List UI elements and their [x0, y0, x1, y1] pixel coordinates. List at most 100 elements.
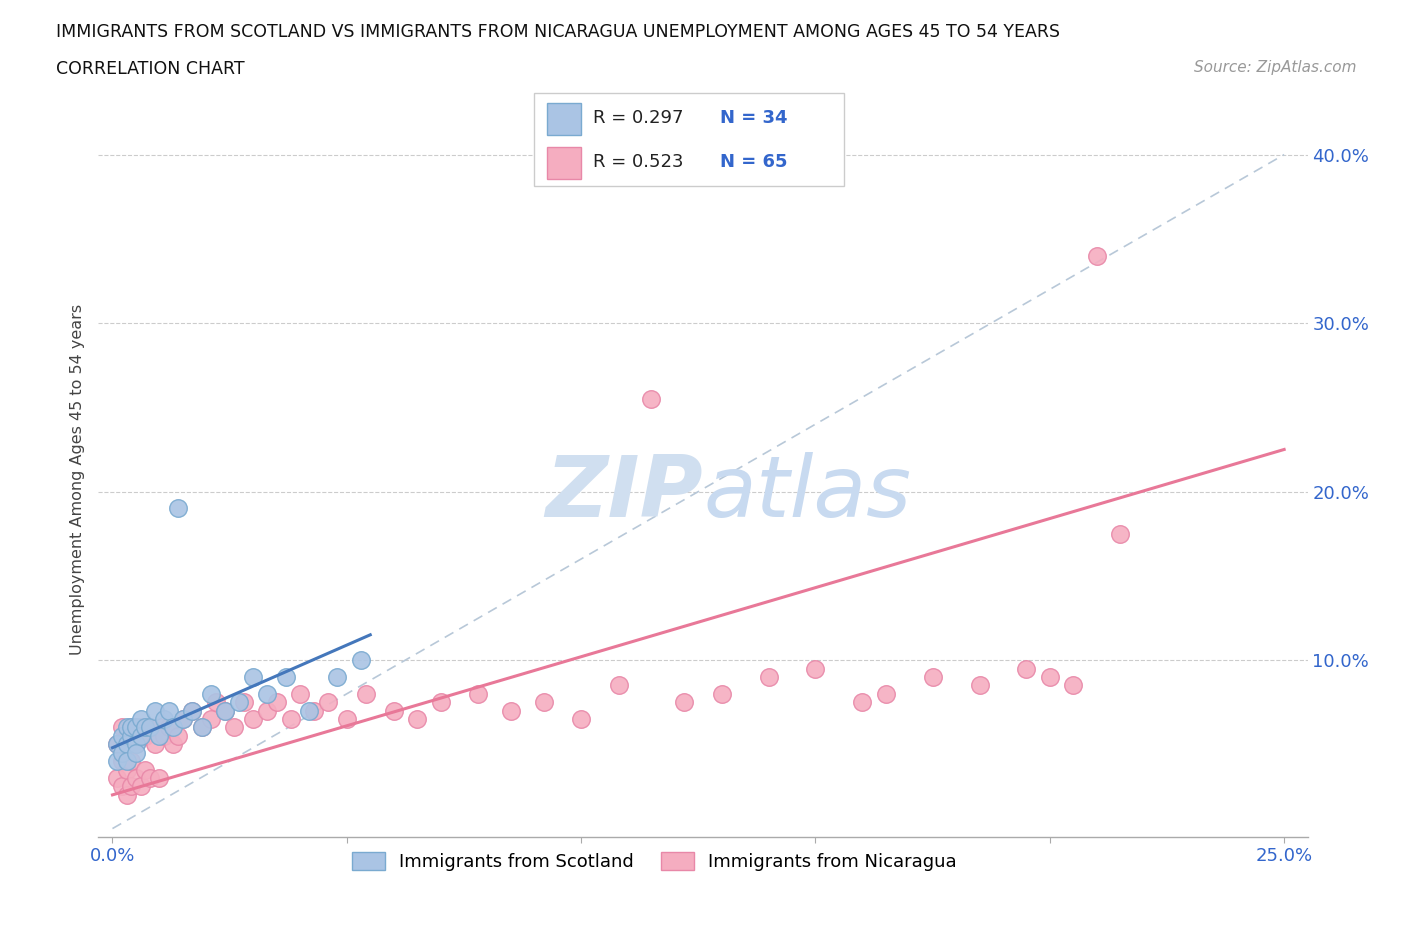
Point: [200, 686, 222, 701]
Point: [157, 703, 180, 718]
Point: [758, 670, 780, 684]
Point: [710, 686, 733, 701]
Point: [111, 779, 134, 794]
Point: [350, 653, 373, 668]
Point: [533, 695, 555, 710]
Point: [969, 678, 991, 693]
Text: R = 0.523: R = 0.523: [593, 153, 683, 171]
Point: [569, 711, 592, 726]
Point: [125, 737, 148, 751]
Point: [157, 720, 180, 735]
Point: [429, 695, 451, 710]
Point: [181, 703, 204, 718]
Point: [120, 720, 142, 735]
Point: [200, 711, 222, 726]
Point: [139, 720, 162, 735]
Point: [139, 771, 162, 786]
Point: [1109, 526, 1132, 541]
Point: [851, 695, 873, 710]
Point: [162, 720, 184, 735]
Text: CORRELATION CHART: CORRELATION CHART: [56, 60, 245, 78]
FancyBboxPatch shape: [534, 93, 844, 186]
Point: [266, 695, 288, 710]
Point: [115, 728, 138, 743]
Point: [875, 686, 897, 701]
Point: [115, 753, 138, 768]
Point: [148, 771, 170, 786]
Point: [607, 678, 630, 693]
Point: [316, 695, 339, 710]
Text: ZIP: ZIP: [546, 452, 703, 535]
Point: [181, 703, 204, 718]
Text: N = 34: N = 34: [720, 109, 787, 127]
Point: [125, 737, 148, 751]
FancyBboxPatch shape: [547, 103, 581, 135]
Point: [190, 720, 212, 735]
Point: [274, 670, 297, 684]
Legend: Immigrants from Scotland, Immigrants from Nicaragua: Immigrants from Scotland, Immigrants fro…: [346, 844, 965, 878]
Point: [134, 728, 156, 743]
Point: [921, 670, 943, 684]
Point: [111, 728, 134, 743]
Point: [256, 703, 278, 718]
Text: Source: ZipAtlas.com: Source: ZipAtlas.com: [1194, 60, 1357, 75]
Point: [326, 670, 349, 684]
Point: [129, 779, 152, 794]
Point: [214, 703, 236, 718]
Point: [125, 745, 148, 760]
Point: [125, 720, 148, 735]
Point: [148, 728, 170, 743]
Point: [673, 695, 696, 710]
Point: [153, 711, 176, 726]
Point: [467, 686, 489, 701]
Point: [228, 695, 250, 710]
Point: [214, 703, 236, 718]
Point: [115, 737, 138, 751]
Point: [1062, 678, 1084, 693]
Point: [256, 686, 278, 701]
Point: [302, 703, 325, 718]
Point: [190, 720, 212, 735]
Point: [242, 670, 264, 684]
Point: [354, 686, 377, 701]
Point: [162, 737, 184, 751]
Point: [382, 703, 405, 718]
Point: [105, 771, 128, 786]
Point: [134, 763, 156, 777]
Point: [640, 392, 662, 406]
Point: [167, 728, 190, 743]
Point: [129, 728, 152, 743]
Text: IMMIGRANTS FROM SCOTLAND VS IMMIGRANTS FROM NICARAGUA UNEMPLOYMENT AMONG AGES 45: IMMIGRANTS FROM SCOTLAND VS IMMIGRANTS F…: [56, 23, 1060, 41]
Point: [139, 720, 162, 735]
Point: [288, 686, 311, 701]
Point: [115, 763, 138, 777]
Point: [172, 711, 194, 726]
Point: [298, 703, 321, 718]
Point: [406, 711, 429, 726]
Text: R = 0.297: R = 0.297: [593, 109, 683, 127]
Point: [120, 720, 142, 735]
Point: [242, 711, 264, 726]
Point: [105, 753, 128, 768]
FancyBboxPatch shape: [547, 147, 581, 179]
Point: [204, 695, 226, 710]
Point: [129, 720, 152, 735]
Point: [224, 720, 246, 735]
Point: [153, 728, 176, 743]
Point: [105, 737, 128, 751]
Point: [143, 703, 166, 718]
Point: [143, 737, 166, 751]
Point: [120, 779, 142, 794]
Point: [115, 788, 138, 803]
Point: [120, 728, 142, 743]
Point: [111, 745, 134, 760]
Point: [167, 501, 190, 516]
Point: [1039, 670, 1062, 684]
Point: [129, 711, 152, 726]
Point: [1015, 661, 1038, 676]
Point: [499, 703, 522, 718]
Point: [134, 720, 156, 735]
Point: [105, 737, 128, 751]
Point: [804, 661, 827, 676]
Y-axis label: Unemployment Among Ages 45 to 54 years: Unemployment Among Ages 45 to 54 years: [69, 303, 84, 655]
